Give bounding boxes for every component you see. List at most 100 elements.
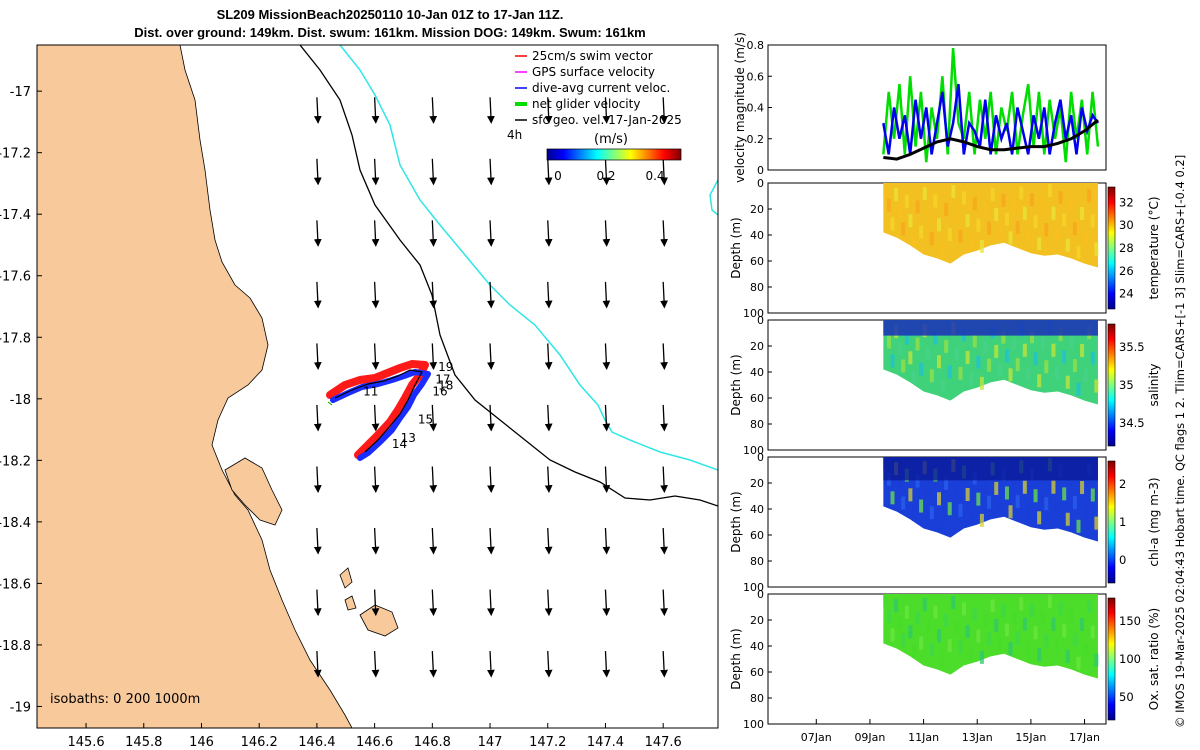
- velocity-arrow: [660, 466, 668, 494]
- heatmap-cell: [908, 488, 913, 502]
- heatmap-cell: [1069, 335, 1074, 349]
- heatmap-cell: [1037, 648, 1042, 662]
- depth-ylabel: Depth (m): [729, 217, 743, 278]
- heatmap-cell: [915, 200, 920, 214]
- heatmap-cell: [1044, 360, 1049, 374]
- velocity-arrow: [660, 651, 668, 678]
- heatmap-cell: [983, 477, 988, 491]
- surface-track-red: [326, 360, 429, 459]
- heatmap-cell: [897, 616, 902, 630]
- heatmap-cell: [997, 636, 1002, 650]
- velocity-arrow: [602, 158, 611, 186]
- heatmap-cell: [1065, 649, 1070, 663]
- legend-time-label: 4h: [507, 128, 522, 142]
- depth-tick-label: 100: [743, 444, 764, 457]
- velocity-arrow: [660, 281, 668, 309]
- depth-tick-label: 0: [757, 451, 764, 464]
- heatmap-cell: [1069, 609, 1074, 623]
- heatmap-cell: [997, 362, 1002, 376]
- colorbar-tick-label: 30: [1119, 218, 1134, 232]
- heatmap-cell: [972, 197, 977, 211]
- velocity-arrow: [429, 343, 438, 370]
- velocity-arrow: [602, 466, 611, 494]
- heatmap-cell: [979, 513, 984, 527]
- small-island: [344, 595, 357, 611]
- heatmap-cell: [944, 202, 949, 216]
- heatmap-colorbar: [1107, 323, 1116, 447]
- heatmap-cell: [1062, 487, 1067, 501]
- heatmap-cell: [1069, 198, 1074, 212]
- heatmap-cell: [915, 474, 920, 488]
- heatmap-cell: [886, 609, 891, 623]
- heatmap-cell: [1083, 643, 1088, 657]
- heatmap-cell: [1072, 359, 1077, 373]
- depth-tick-label: 0: [757, 177, 764, 190]
- y-tick-label: -17.6: [0, 270, 31, 285]
- velocity-arrow: [660, 158, 668, 186]
- depth-tick-label: 60: [750, 666, 764, 679]
- velocity-arrow: [487, 343, 495, 370]
- heatmap-cell: [890, 217, 895, 231]
- heatmap-cell: [1029, 193, 1034, 207]
- heatmap-cell: [1012, 611, 1017, 625]
- heatmap-cell: [965, 624, 970, 638]
- coastline-land: [37, 45, 353, 728]
- heatmap-cell: [1058, 601, 1063, 615]
- heatmap-cell: [1008, 642, 1013, 656]
- colorbar-tick-label: 24: [1119, 287, 1134, 301]
- heatmap-cell: [1019, 186, 1024, 200]
- day-label: 19: [438, 360, 453, 374]
- velocity-arrow: [602, 651, 611, 678]
- heatmap-cell: [994, 207, 999, 221]
- heatmap-cell: [1087, 600, 1092, 614]
- colorbar-tick: 0.4: [645, 169, 664, 183]
- legend-item: GPS surface velocity: [532, 65, 655, 79]
- v-tick-label: 0.4: [747, 102, 765, 115]
- y-tick-label: -17.4: [0, 208, 31, 223]
- colorbar-tick-label: 100: [1119, 652, 1141, 666]
- heatmap-cell: [911, 370, 916, 384]
- y-tick-label: -18.2: [0, 454, 31, 469]
- heatmap-cell: [1040, 200, 1045, 214]
- heatmap-cell: [937, 355, 941, 369]
- heatmap-cell: [940, 241, 945, 255]
- hinchinbrook-island: [224, 457, 283, 526]
- heatmap-cell: [1051, 480, 1056, 494]
- heatmap-cell: [1047, 595, 1052, 609]
- depth-tick-label: 100: [743, 718, 764, 731]
- heatmap-cell: [947, 502, 952, 516]
- velocity-arrow: [487, 651, 495, 678]
- velocity-arrow: [487, 97, 495, 124]
- heatmap-cell: [1001, 330, 1006, 344]
- heatmap-cell: [937, 629, 941, 643]
- heatmap-cell: [1004, 486, 1009, 500]
- velocity-arrow: [660, 404, 668, 432]
- time-tick-label: 07Jan: [801, 731, 832, 744]
- velocity-arrow: [313, 343, 322, 370]
- heatmap-cell: [1058, 190, 1063, 204]
- x-tick-label: 146.4: [298, 735, 335, 750]
- isobath-legend: isobaths: 0 200 1000m: [50, 692, 200, 707]
- velocity-arrow: [371, 97, 380, 124]
- heatmap-cell: [1022, 206, 1027, 220]
- heatmap-cell: [904, 605, 909, 619]
- velocity-arrow: [429, 466, 438, 494]
- heatmap-cell: [1040, 474, 1045, 488]
- velocity-arrow: [660, 527, 668, 555]
- heatmap-cell: [1090, 488, 1095, 502]
- heatmap-cell: [922, 187, 927, 201]
- colorbar-tick-label: 1: [1119, 515, 1126, 529]
- y-tick-label: -18.6: [0, 577, 31, 592]
- heatmap-cell: [994, 344, 999, 358]
- depth-tick-label: 60: [750, 392, 764, 405]
- v-ylabel: velocity magnitude (m/s): [733, 32, 747, 183]
- surface-low-chl: [883, 457, 1098, 481]
- heatmap-cell: [979, 376, 984, 390]
- velocity-arrow: [544, 158, 553, 186]
- heatmap-cell: [1055, 640, 1060, 654]
- heatmap-cell: [911, 644, 916, 658]
- heatmap-cell: [976, 492, 981, 506]
- heatmap-cell: [890, 628, 895, 642]
- colorbar-tick: 0: [554, 169, 562, 183]
- velocity-arrow: [544, 97, 553, 124]
